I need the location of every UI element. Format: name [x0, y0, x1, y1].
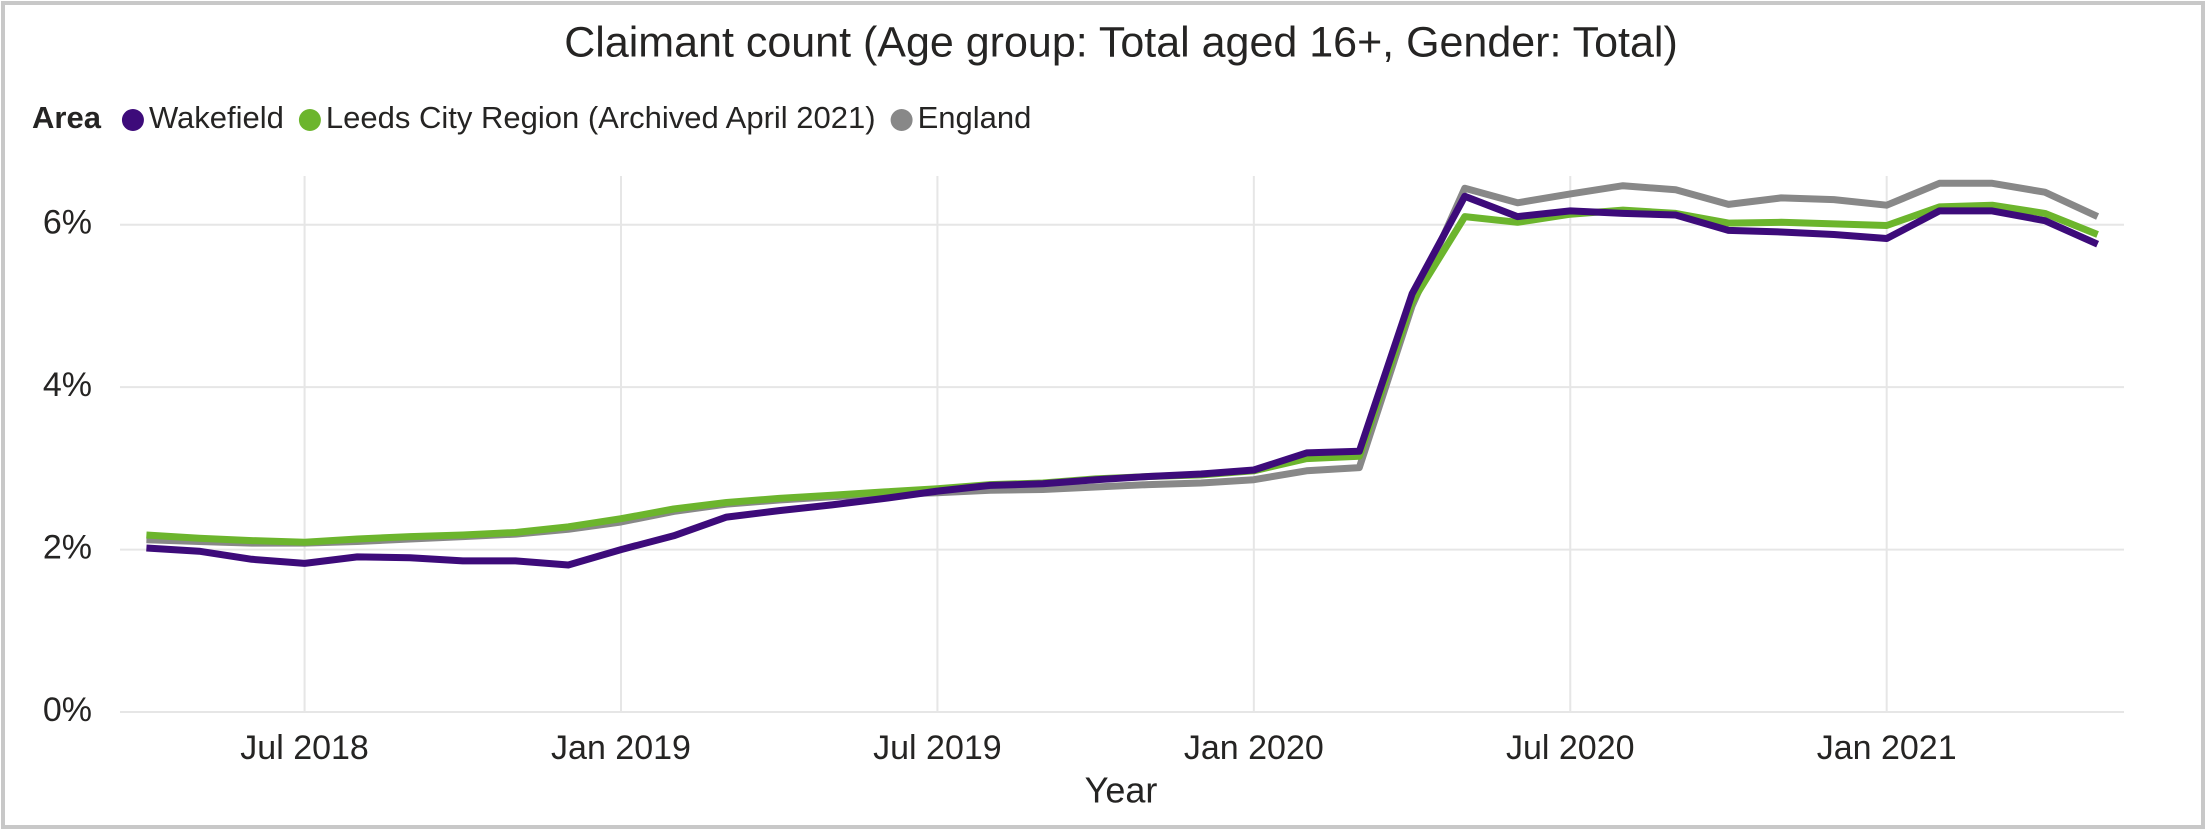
x-tick-label: Jul 2018	[240, 729, 369, 767]
x-tick-label: Jan 2020	[1184, 729, 1324, 767]
series-line	[146, 192, 2100, 569]
x-axis-title: Year	[1085, 770, 1158, 811]
legend-label: Wakefield	[149, 100, 284, 135]
legend-marker	[890, 109, 913, 131]
x-tick-label: Jul 2020	[1506, 729, 1635, 767]
x-tick-label: Jan 2019	[551, 729, 691, 767]
legend-marker	[298, 109, 321, 131]
y-tick-label: 2%	[43, 529, 92, 567]
chart-title: Claimant count (Age group: Total aged 16…	[564, 18, 1678, 66]
y-tick-label: 4%	[43, 366, 92, 404]
legend-marker	[121, 109, 144, 131]
legend-label: England	[918, 100, 1032, 135]
y-tick-label: 0%	[43, 691, 92, 729]
legend-label: Leeds City Region (Archived April 2021)	[326, 100, 876, 135]
legend-title: Area	[32, 100, 102, 135]
y-tick-label: 6%	[43, 204, 92, 242]
x-tick-label: Jul 2019	[873, 729, 1002, 767]
x-tick-label: Jan 2021	[1817, 729, 1957, 767]
